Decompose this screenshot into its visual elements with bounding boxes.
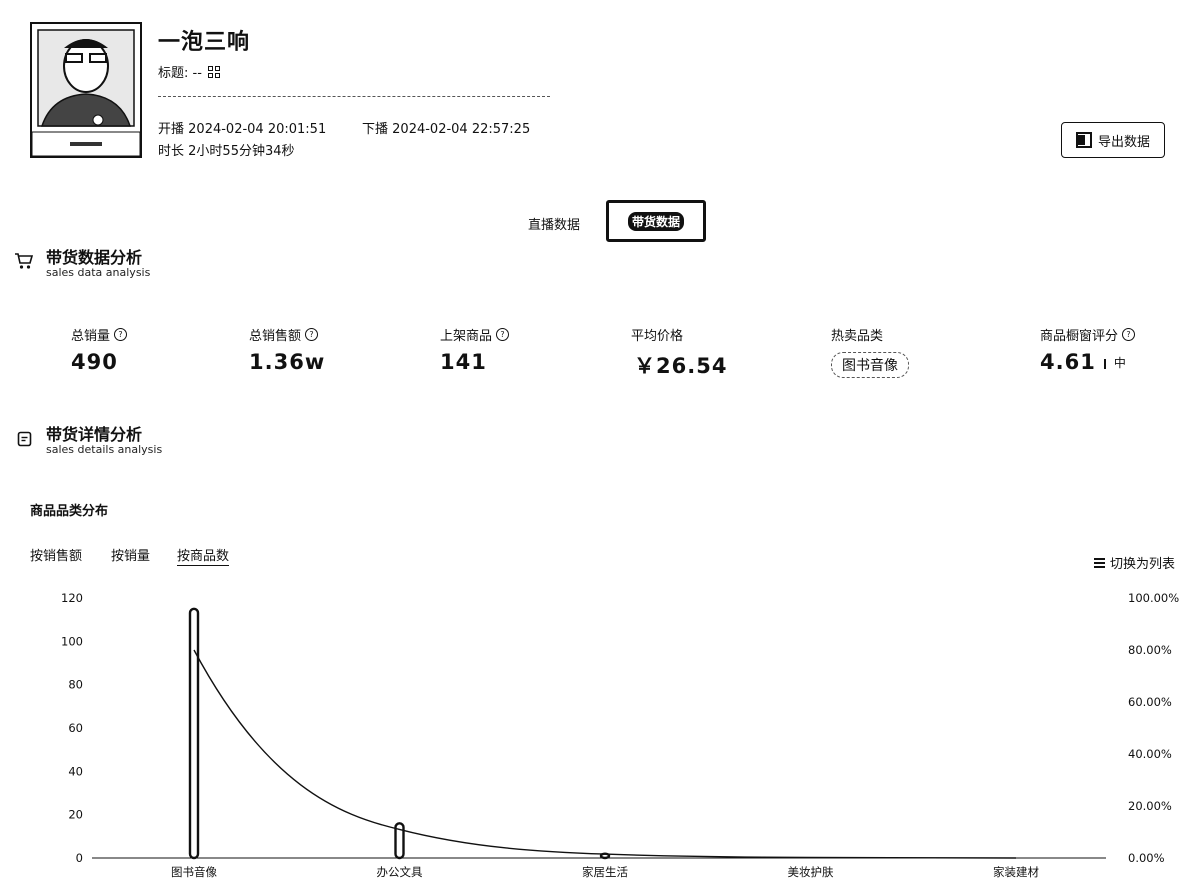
y2-tick-label: 0.00%: [1128, 851, 1165, 865]
y-tick-label: 60: [68, 721, 83, 735]
stat-avg-price-label: 平均价格: [631, 325, 683, 344]
sales-section-title: 带货数据分析: [46, 248, 143, 267]
y-tick-label: 80: [68, 678, 83, 692]
help-icon[interactable]: ?: [305, 328, 319, 341]
stat-hot-category-label: 热卖品类: [831, 325, 883, 344]
live-title: 标题: --: [158, 66, 202, 81]
store-score-level: 中: [1113, 356, 1126, 370]
y-tick-label: 20: [68, 808, 83, 822]
stat-label-text: 热卖品类: [831, 329, 884, 344]
y2-tick-label: 60.00%: [1128, 695, 1172, 709]
stat-label-text: 上架商品: [440, 329, 493, 344]
stat-store-score-value: 4.61: [1040, 350, 1096, 374]
header-divider: [158, 96, 550, 97]
help-icon[interactable]: ?: [114, 328, 128, 341]
excel-icon: [1075, 132, 1092, 148]
switch-to-list-button[interactable]: 切换为列表: [1094, 553, 1175, 572]
live-title-row: 标题: --: [158, 62, 220, 81]
stat-avg-price-value: ￥26.54: [634, 354, 728, 378]
stat-total-sales-value: 1.36w: [249, 350, 326, 374]
y2-tick-label: 100.00%: [1128, 591, 1179, 605]
subtab-by-volume[interactable]: 按销量: [111, 549, 151, 564]
details-section-title: 带货详情分析: [46, 425, 143, 444]
stat-total-sales-label: 总销售额 ?: [249, 325, 319, 344]
y2-tick-label: 20.00%: [1128, 799, 1172, 813]
stat-label-text: 总销售额: [249, 329, 302, 344]
y2-tick-label: 80.00%: [1128, 643, 1172, 657]
score-divider: [1103, 359, 1106, 369]
export-data-button[interactable]: 导出数据: [1061, 122, 1165, 158]
y-tick-label: 120: [61, 591, 83, 605]
stat-listed-products-value: 141: [440, 350, 487, 374]
tab-sales-data[interactable]: 带货数据: [606, 200, 706, 242]
stat-store-score-label: 商品橱窗评分 ?: [1040, 325, 1136, 344]
store-score-row: 4.61 中: [1040, 350, 1126, 374]
anchor-avatar: [30, 22, 142, 158]
start-label: 开播: [158, 122, 185, 137]
y2-tick-label: 40.00%: [1128, 747, 1172, 761]
tab-sales-data-label: 带货数据: [627, 211, 684, 231]
stat-listed-products-label: 上架商品 ?: [440, 325, 510, 344]
cart-icon: [15, 253, 34, 269]
stat-total-volume-label: 总销量 ?: [71, 325, 128, 344]
y-tick-label: 0: [76, 851, 83, 865]
chart-panel-title: 商品品类分布: [30, 504, 109, 519]
duration-row: 时长 2小时55分钟34秒: [158, 140, 295, 159]
stat-label-text: 平均价格: [631, 329, 684, 344]
end-time: 2024-02-04 22:57:25: [392, 122, 531, 137]
x-tick-label: 办公文具: [377, 865, 423, 879]
tab-live-data[interactable]: 直播数据: [528, 218, 581, 233]
x-tick-label: 美妆护肤: [788, 865, 834, 879]
export-label: 导出数据: [1097, 134, 1150, 150]
help-icon[interactable]: ?: [1122, 328, 1136, 341]
start-time-row: 开播 2024-02-04 20:01:51: [158, 118, 326, 137]
list-icon: [1094, 557, 1105, 568]
subtab-by-sales[interactable]: 按销售额: [30, 549, 83, 564]
anchor-name: 一泡三响: [158, 30, 251, 55]
x-tick-label: 家居生活: [582, 865, 628, 879]
y-tick-label: 100: [61, 634, 83, 648]
y-tick-label: 40: [68, 764, 83, 778]
duration-value: 2小时55分钟34秒: [188, 144, 295, 159]
switch-to-list-label: 切换为列表: [1110, 557, 1176, 572]
stat-total-volume-value: 490: [71, 350, 118, 374]
bar[interactable]: [188, 607, 200, 860]
end-label: 下播: [362, 122, 389, 137]
help-icon[interactable]: ?: [496, 328, 510, 341]
end-time-row: 下播 2024-02-04 22:57:25: [362, 118, 530, 137]
percentage-line: [193, 649, 1017, 859]
category-distribution-chart: 0 20 40 60 80 100 120 0.00% 20.00% 40.00% 60.00% 8…: [61, 591, 1179, 879]
stat-label-text: 商品橱窗评分: [1040, 329, 1119, 344]
x-tick-label: 图书音像: [171, 865, 217, 879]
x-tick-label: 家装建材: [993, 865, 1039, 879]
bar[interactable]: [394, 822, 405, 860]
duration-label: 时长: [158, 144, 185, 159]
qr-code-icon[interactable]: [207, 65, 220, 78]
subtab-by-product-count[interactable]: 按商品数: [177, 545, 230, 566]
details-section-subtitle: sales details analysis: [46, 443, 163, 456]
start-time: 2024-02-04 20:01:51: [188, 122, 327, 137]
stat-label-text: 总销量: [71, 329, 111, 344]
document-icon: [17, 431, 32, 447]
hot-category-chip: 图书音像: [831, 352, 909, 378]
sales-section-subtitle: sales data analysis: [46, 266, 151, 279]
